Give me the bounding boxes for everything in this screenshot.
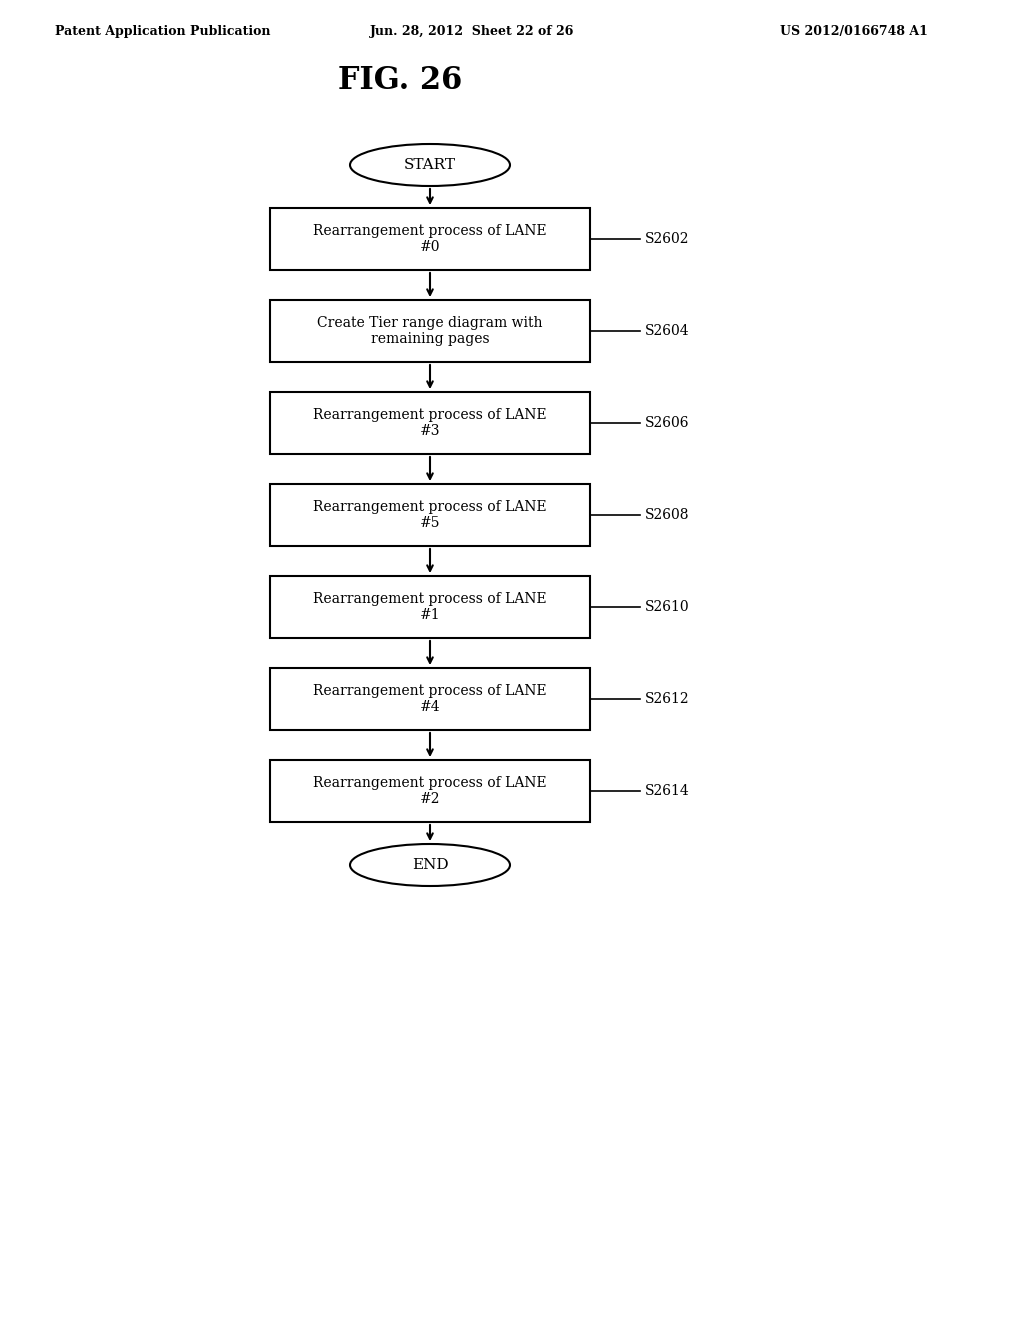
- Text: Rearrangement process of LANE
#1: Rearrangement process of LANE #1: [313, 591, 547, 622]
- Text: Create Tier range diagram with
remaining pages: Create Tier range diagram with remaining…: [317, 315, 543, 346]
- FancyBboxPatch shape: [270, 300, 590, 362]
- Text: S2612: S2612: [645, 692, 689, 706]
- Text: Rearrangement process of LANE
#4: Rearrangement process of LANE #4: [313, 684, 547, 714]
- Text: S2606: S2606: [645, 416, 689, 430]
- Text: Rearrangement process of LANE
#5: Rearrangement process of LANE #5: [313, 500, 547, 531]
- FancyBboxPatch shape: [270, 209, 590, 271]
- Text: END: END: [412, 858, 449, 873]
- Text: FIG. 26: FIG. 26: [338, 65, 462, 96]
- FancyBboxPatch shape: [270, 392, 590, 454]
- FancyBboxPatch shape: [270, 484, 590, 546]
- FancyBboxPatch shape: [270, 760, 590, 822]
- Text: START: START: [404, 158, 456, 172]
- Text: S2610: S2610: [645, 601, 689, 614]
- Text: S2604: S2604: [645, 323, 689, 338]
- Text: US 2012/0166748 A1: US 2012/0166748 A1: [780, 25, 928, 38]
- FancyBboxPatch shape: [270, 576, 590, 638]
- Text: Jun. 28, 2012  Sheet 22 of 26: Jun. 28, 2012 Sheet 22 of 26: [370, 25, 574, 38]
- Text: S2608: S2608: [645, 508, 689, 521]
- Text: S2614: S2614: [645, 784, 690, 799]
- FancyBboxPatch shape: [270, 668, 590, 730]
- Text: Patent Application Publication: Patent Application Publication: [55, 25, 270, 38]
- Text: S2602: S2602: [645, 232, 689, 246]
- Text: Rearrangement process of LANE
#2: Rearrangement process of LANE #2: [313, 776, 547, 807]
- Text: Rearrangement process of LANE
#0: Rearrangement process of LANE #0: [313, 224, 547, 255]
- Text: Rearrangement process of LANE
#3: Rearrangement process of LANE #3: [313, 408, 547, 438]
